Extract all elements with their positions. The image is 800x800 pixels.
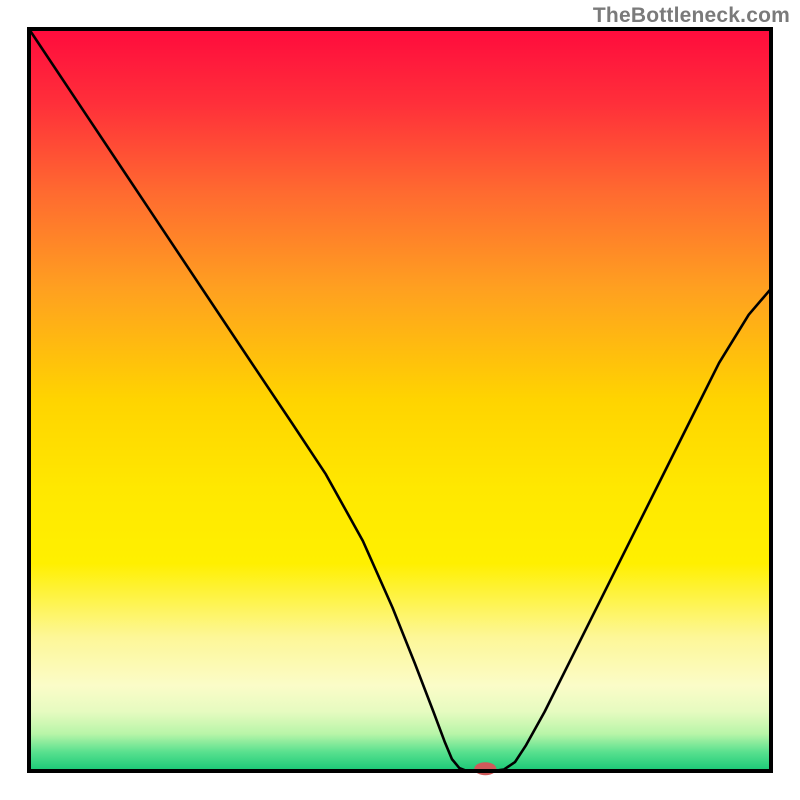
minimum-marker: [474, 762, 496, 775]
plot-background: [29, 29, 771, 771]
watermark-text: TheBottleneck.com: [593, 4, 790, 28]
chart-frame: { "watermark": { "text": "TheBottleneck.…: [0, 0, 800, 800]
bottleneck-chart: [0, 0, 800, 800]
